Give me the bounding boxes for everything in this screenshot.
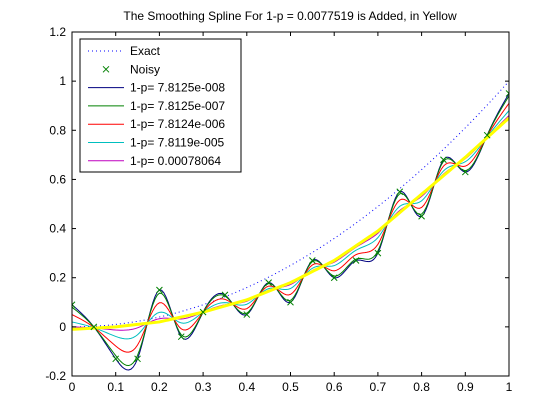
series-layer [72, 80, 509, 371]
noisy-data-point [156, 286, 163, 294]
x-axis: 0 0.1 0.2 0.3 0.4 0.5 0.6 0.7 0.8 0.9 1 [69, 32, 513, 394]
noisy-data-point [440, 156, 447, 164]
noisy-data-point [90, 323, 98, 331]
x-tick-label: 0.2 [151, 380, 168, 394]
noisy-data-point [221, 291, 229, 299]
noisy-data-point [308, 257, 316, 264]
noisy-data-point [243, 311, 251, 318]
series-line-yellow-spline [72, 116, 509, 331]
legend-entry-label: 1-p= 7.8124e-006 [130, 117, 225, 131]
noisy-data-point [112, 355, 120, 363]
noisy-data-point [330, 274, 338, 282]
noisy-data-point [199, 308, 207, 316]
noisy-data-point [352, 257, 360, 264]
y-tick-label: 0.4 [49, 222, 66, 236]
noisy-data-point [134, 355, 141, 363]
x-tick-label: 0.3 [195, 380, 212, 394]
y-tick-label: 0 [59, 320, 66, 334]
x-tick-label: 0.8 [413, 380, 430, 394]
legend-entry-label: 1-p= 7.8125e-007 [130, 99, 225, 113]
noisy-data-point [396, 188, 404, 196]
noisy-data-point [483, 131, 491, 139]
chart-title: The Smoothing Spline For 1-p = 0.0077519… [123, 9, 457, 23]
x-tick-label: 0.6 [326, 380, 343, 394]
x-tick-label: 0 [69, 380, 76, 394]
noisy-data-point [461, 168, 469, 176]
x-tick-label: 1 [506, 380, 513, 394]
legend-entry-label: 1-p= 7.8125e-008 [130, 81, 225, 95]
y-tick-label: 1.2 [49, 25, 66, 39]
series-line-spline [72, 102, 509, 353]
noisy-data-point [418, 212, 425, 220]
y-tick-label: 0.2 [49, 271, 66, 285]
legend-entry-label: 1-p= 7.8119e-005 [130, 136, 225, 150]
y-tick-label: 0.6 [49, 172, 66, 186]
noisy-data-point [505, 90, 509, 97]
legend-entry-label: Noisy [130, 62, 160, 76]
y-tick-label: 0.8 [49, 123, 66, 137]
legend-swatch-noisy [102, 65, 110, 73]
x-tick-label: 0.1 [107, 380, 124, 394]
noisy-data-point [287, 298, 294, 306]
series-line-exact [72, 80, 509, 328]
noisy-data-point [265, 279, 273, 286]
noisy-data-point [72, 301, 76, 309]
noisy-data-point [374, 249, 382, 257]
legend-entry-label: 1-p= 0.00078064 [130, 154, 221, 168]
x-tick-label: 0.4 [238, 380, 255, 394]
x-tick-label: 0.9 [457, 380, 474, 394]
y-tick-label: -0.2 [45, 369, 66, 383]
x-tick-label: 0.5 [282, 380, 299, 394]
noisy-data-point [177, 333, 185, 341]
x-tick-label: 0.7 [370, 380, 387, 394]
y-axis: -0.2 0 0.2 0.4 0.6 0.8 1 1.2 [45, 25, 509, 383]
legend: Exact Noisy 1-p= 7.8125e-008 1-p= 7.8125e-0… [79, 38, 242, 173]
y-tick-label: 1 [59, 74, 66, 88]
legend-entry-label: Exact [130, 44, 161, 58]
